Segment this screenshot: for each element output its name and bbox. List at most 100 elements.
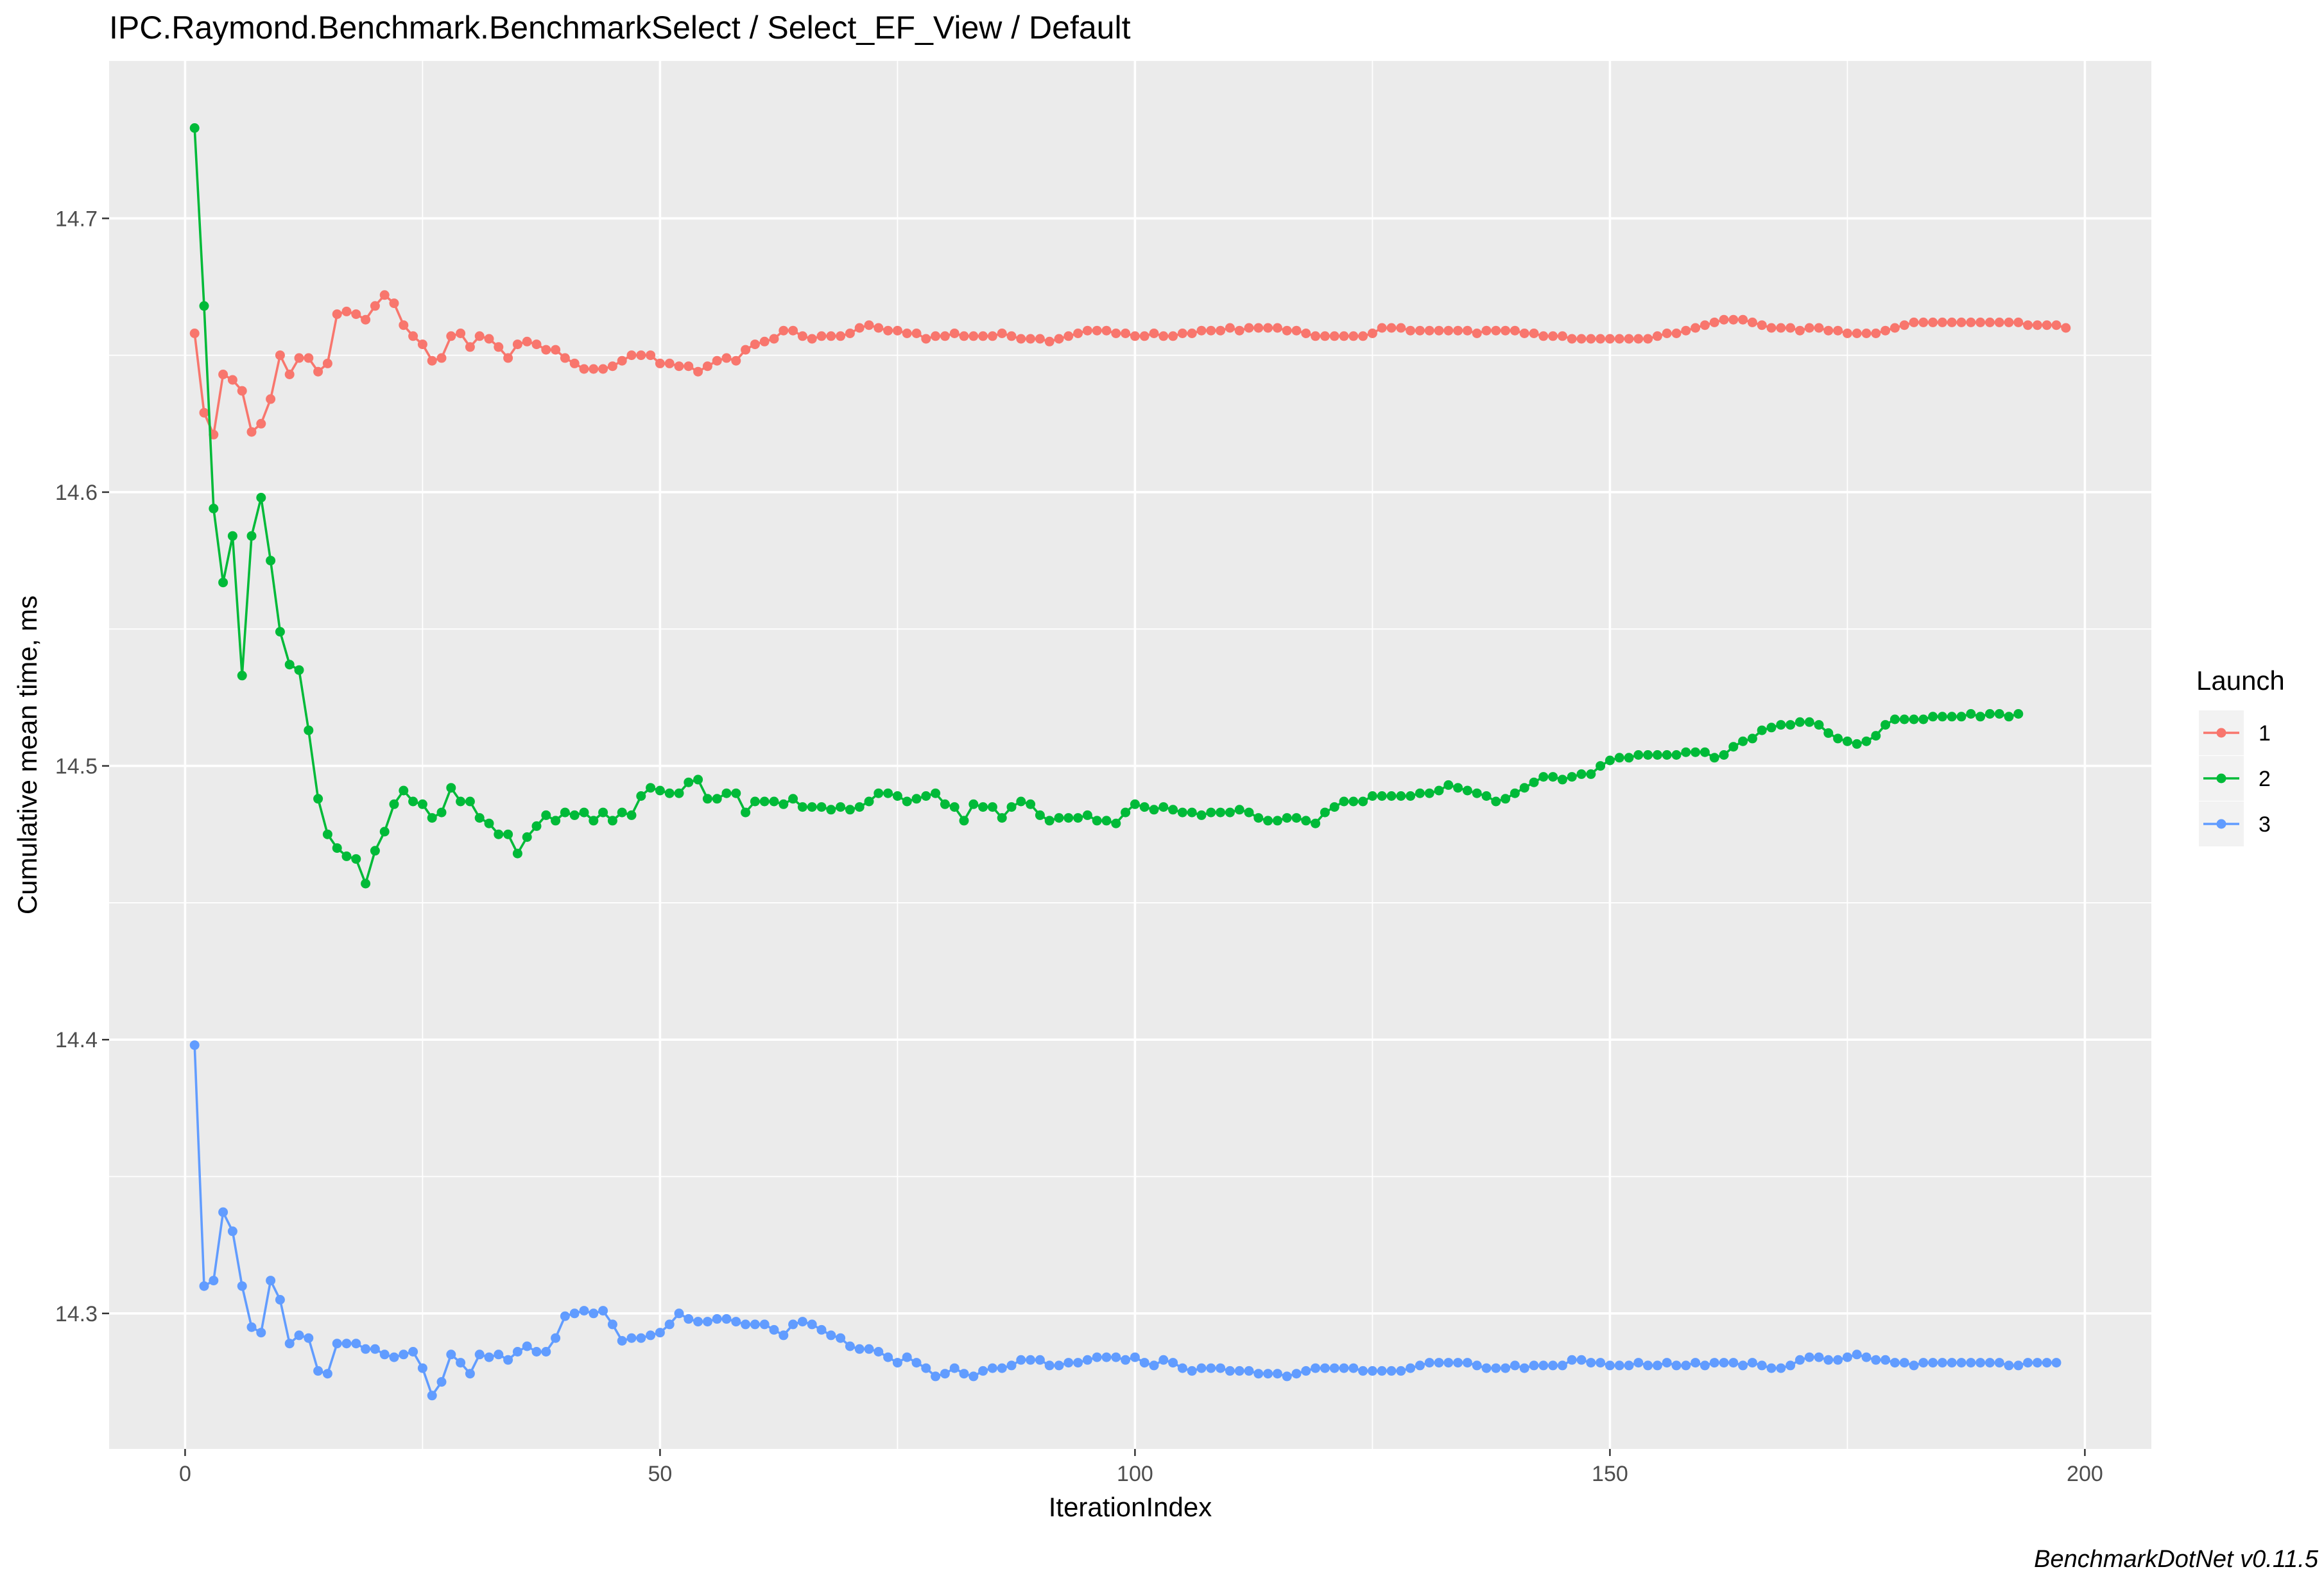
data-point <box>1101 1352 1112 1362</box>
data-point <box>617 355 627 366</box>
data-point <box>503 1355 513 1365</box>
data-point <box>854 1344 865 1354</box>
data-point <box>826 805 836 815</box>
data-point <box>1624 753 1634 763</box>
data-point <box>655 785 665 796</box>
data-point <box>1472 1360 1482 1371</box>
data-point <box>902 329 912 338</box>
data-point <box>484 818 494 828</box>
data-point <box>864 320 874 330</box>
data-point <box>788 1319 798 1330</box>
data-point <box>1576 334 1587 344</box>
x-tick-label: 0 <box>179 1462 191 1486</box>
y-tick-label: 14.5 <box>55 755 98 779</box>
data-point <box>1415 325 1425 336</box>
data-point <box>1453 783 1463 793</box>
data-point <box>1691 1358 1701 1368</box>
data-point <box>816 331 827 341</box>
data-point <box>684 361 694 372</box>
data-point <box>465 796 475 807</box>
data-point <box>759 336 770 347</box>
data-point <box>1538 772 1549 782</box>
data-point <box>512 339 522 350</box>
data-point <box>2061 323 2071 333</box>
x-tick-label: 50 <box>648 1462 672 1486</box>
data-point <box>1453 1358 1463 1368</box>
data-point <box>1700 747 1710 757</box>
data-point <box>807 802 817 812</box>
data-point <box>1149 329 1159 338</box>
data-point <box>446 331 456 341</box>
data-point <box>1681 325 1691 336</box>
data-point <box>2013 317 2024 327</box>
data-point <box>361 878 371 889</box>
data-point <box>199 407 209 418</box>
data-point <box>646 1330 656 1340</box>
y-tick-label: 14.6 <box>55 481 98 505</box>
data-point <box>750 796 760 807</box>
data-point <box>1054 334 1064 344</box>
data-point <box>1766 723 1777 733</box>
data-point <box>1320 1363 1330 1373</box>
data-point <box>417 799 427 809</box>
data-point <box>1691 747 1701 757</box>
data-point <box>2004 712 2014 722</box>
data-point <box>1348 1363 1359 1373</box>
data-point <box>1652 1360 1662 1371</box>
data-point <box>341 851 352 861</box>
data-point <box>1225 807 1235 818</box>
data-point <box>1396 323 1406 333</box>
data-point <box>836 1333 846 1343</box>
data-point <box>1158 802 1169 812</box>
data-point <box>664 788 675 798</box>
data-point <box>1899 714 1909 724</box>
data-point <box>1567 1355 1577 1365</box>
data-point <box>1757 1360 1767 1371</box>
data-point <box>408 796 418 807</box>
data-point <box>1757 320 1767 330</box>
data-point <box>427 813 437 823</box>
data-point <box>1966 1358 1976 1368</box>
data-point <box>1054 813 1064 823</box>
data-point <box>1291 325 1302 336</box>
x-tick-labels: 0 50 100 150 200 <box>179 1462 2103 1486</box>
data-point <box>1187 329 1197 338</box>
data-point <box>1396 1366 1406 1376</box>
data-point <box>1253 323 1264 333</box>
data-point <box>474 1349 485 1360</box>
data-point <box>702 1317 712 1327</box>
data-point <box>598 364 608 374</box>
data-point <box>531 339 542 350</box>
data-point <box>788 325 798 336</box>
data-point <box>2013 709 2024 719</box>
data-point <box>351 1339 361 1349</box>
series-3 <box>189 1040 2061 1401</box>
data-point <box>1424 325 1434 336</box>
data-point <box>1804 1352 1814 1362</box>
data-point <box>322 1369 332 1379</box>
data-point <box>2051 1358 2061 1368</box>
y-tick-labels: 14.3 14.4 14.5 14.6 14.7 <box>55 207 98 1326</box>
data-point <box>1491 325 1501 336</box>
data-point <box>978 331 988 341</box>
data-point <box>1329 1363 1339 1373</box>
data-point <box>1852 1349 1862 1360</box>
data-point <box>484 1352 494 1362</box>
data-point <box>1311 1363 1321 1373</box>
data-point <box>1453 325 1463 336</box>
data-point <box>2032 1358 2042 1368</box>
data-point <box>1643 334 1653 344</box>
data-point <box>1149 1360 1159 1371</box>
data-point <box>275 1295 285 1305</box>
data-point <box>341 306 352 316</box>
data-point <box>693 1317 703 1327</box>
data-point <box>579 1306 589 1316</box>
legend-title: Launch <box>2196 665 2285 696</box>
data-point <box>1073 329 1083 338</box>
data-point <box>512 1347 522 1357</box>
data-point <box>1947 1358 1957 1368</box>
data-point <box>1035 810 1045 820</box>
data-point <box>1139 1358 1149 1368</box>
data-point <box>921 1363 931 1373</box>
